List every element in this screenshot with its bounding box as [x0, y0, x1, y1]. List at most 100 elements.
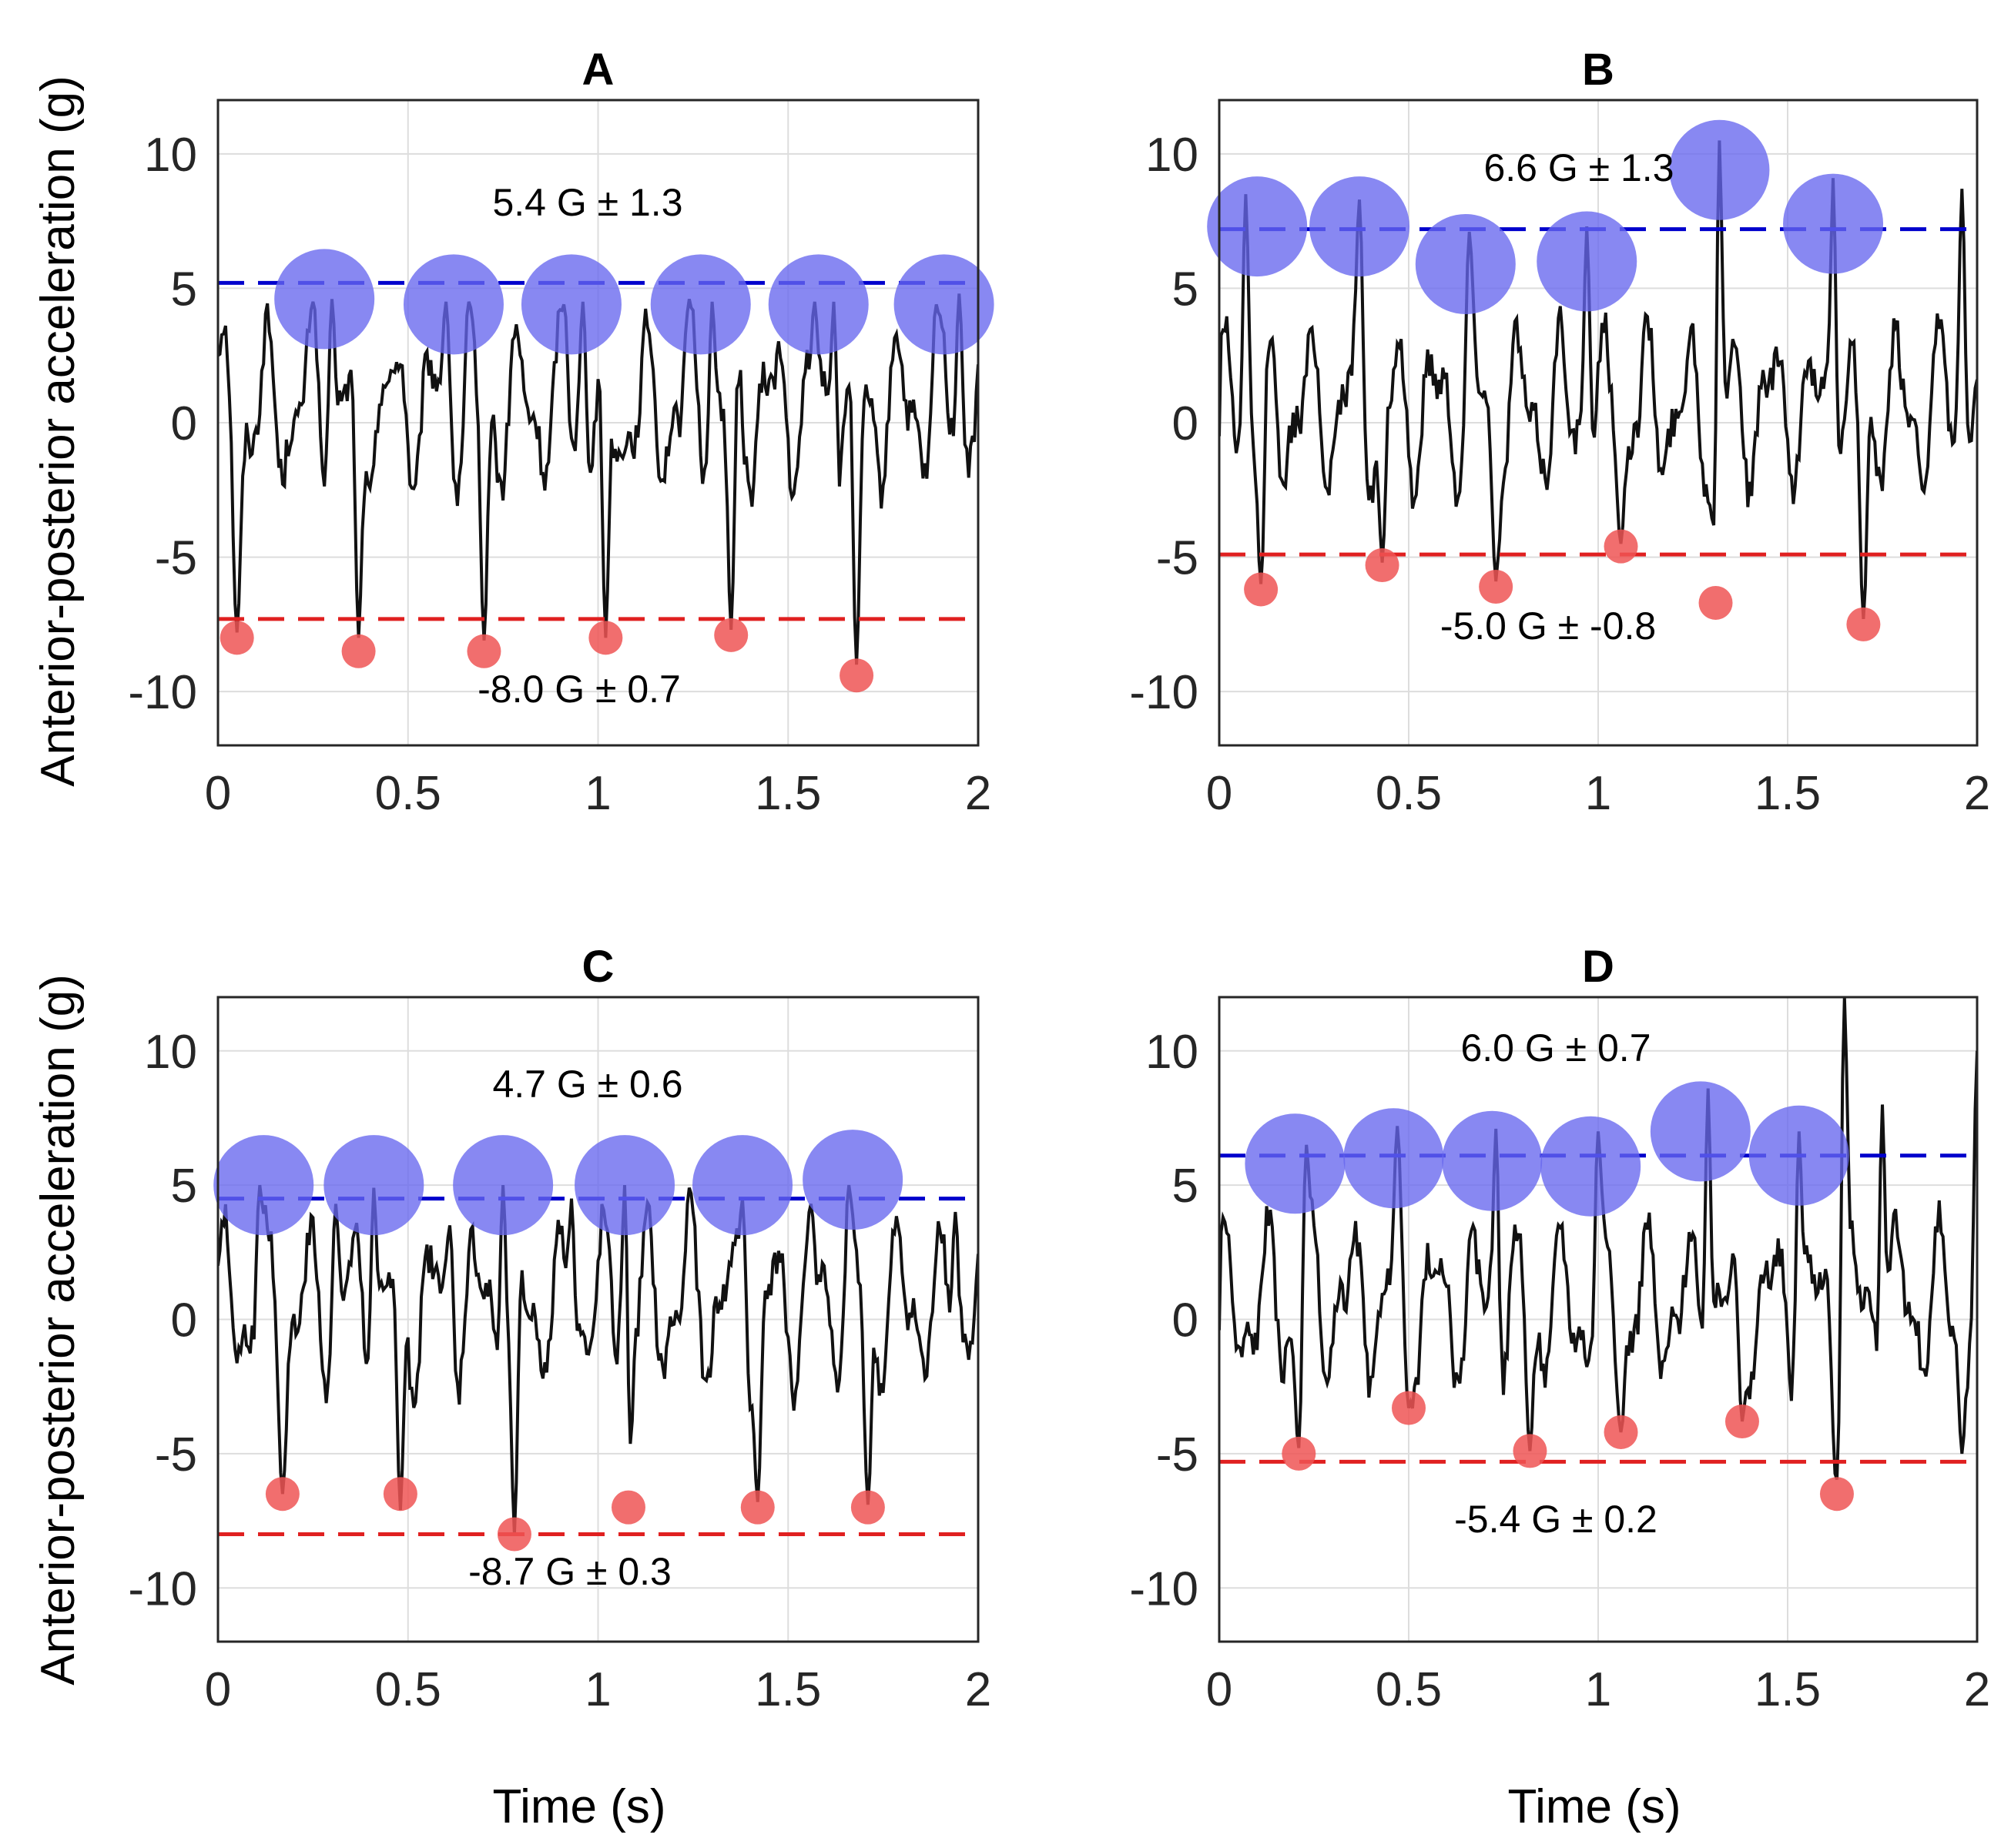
lower-peak-marker: [265, 1477, 300, 1512]
upper-peak-marker: [1669, 119, 1770, 220]
panel-title: D: [1582, 942, 1614, 992]
lower-peak-marker: [220, 621, 254, 655]
upper-peak-marker: [893, 254, 994, 355]
x-tick-label: 2: [965, 767, 991, 820]
x-tick-label: 1: [585, 1663, 611, 1716]
y-tick-label: 5: [1172, 263, 1198, 316]
x-tick-label: 1.5: [1755, 1663, 1821, 1716]
x-axis-title-right: Time (s): [1508, 1780, 1681, 1833]
y-tick-label: 10: [1145, 129, 1198, 182]
lower-mean-label: -5.0 G ± -0.8: [1440, 604, 1656, 648]
axes-frame: [216, 99, 980, 747]
upper-peak-marker: [453, 1135, 554, 1236]
upper-peak-marker: [1748, 1105, 1849, 1206]
lower-mean-label: -8.7 G ± 0.3: [468, 1550, 672, 1593]
y-axis-title-top: Anterior-posterior acceleration (g): [32, 75, 85, 787]
y-axis-title-bottom: Anterior-posterior acceleration (g): [32, 974, 85, 1686]
y-tick-label: -5: [1156, 532, 1198, 585]
lower-peak-marker: [1724, 1404, 1759, 1439]
upper-peak-marker: [1415, 213, 1516, 314]
upper-peak-marker: [521, 254, 622, 355]
y-tick-label: -10: [128, 666, 197, 719]
axes-frame: [216, 996, 980, 1643]
upper-peak-marker: [575, 1135, 675, 1236]
upper-peak-marker: [1207, 176, 1308, 277]
x-axis-title-left: Time (s): [493, 1780, 666, 1833]
lower-peak-marker: [588, 621, 623, 655]
x-tick-label: 0: [1206, 1663, 1232, 1716]
upper-peak-marker: [1309, 176, 1410, 277]
upper-peak-marker: [213, 1135, 314, 1236]
lower-peak-marker: [1846, 607, 1881, 641]
lower-peak-marker: [1513, 1434, 1547, 1468]
x-tick-label: 0: [205, 767, 231, 820]
y-tick-label: -10: [1129, 666, 1198, 719]
lower-peak-marker: [341, 634, 376, 668]
x-tick-label: 0.5: [1376, 767, 1442, 820]
upper-peak-marker: [692, 1135, 793, 1236]
signal-trace: [1219, 140, 1977, 620]
panel-title: B: [1582, 45, 1614, 95]
signal-trace: [218, 293, 978, 665]
panel-C: 0 0.5 1 1.5 2 10 5 0 -5 -10 C 4.7 G ± 0.6 -8.7 G ± 0…: [128, 942, 991, 1716]
upper-mean-label: 4.7 G ± 0.6: [492, 1063, 682, 1106]
x-tick-label: 1.5: [755, 767, 821, 820]
y-tick-label: 0: [1172, 397, 1198, 450]
lower-peak-marker: [850, 1490, 885, 1525]
y-tick-label: 0: [171, 397, 197, 450]
lower-peak-marker: [1479, 569, 1513, 604]
x-tick-label: 1.5: [755, 1663, 821, 1716]
upper-peak-marker: [1442, 1110, 1543, 1211]
y-tick-label: 5: [171, 1160, 197, 1213]
lower-peak-marker: [1365, 548, 1399, 583]
lower-peak-marker: [840, 658, 874, 693]
x-tick-label: 1.5: [1755, 767, 1821, 820]
lower-peak-marker: [1604, 529, 1638, 564]
upper-peak-marker: [650, 254, 751, 355]
lower-peak-marker: [1282, 1436, 1316, 1471]
upper-mean-label: 5.4 G ± 1.3: [492, 181, 682, 224]
x-tick-label: 1: [585, 767, 611, 820]
panel-B: 0 0.5 1 1.5 2 10 5 0 -5 -10 B 6.6 G ± 1.3 -5.0 G ± -…: [1129, 45, 1990, 820]
lower-peak-marker: [740, 1490, 775, 1525]
upper-peak-marker: [1343, 1108, 1444, 1209]
upper-peak-marker: [1783, 173, 1884, 274]
upper-peak-marker: [768, 254, 869, 355]
panel-title: A: [582, 45, 615, 95]
upper-peak-marker: [323, 1135, 424, 1236]
lower-peak-marker: [1604, 1414, 1638, 1449]
y-tick-label: 10: [144, 129, 197, 182]
x-tick-label: 0.5: [375, 1663, 441, 1716]
axes-frame: [1218, 996, 1979, 1643]
y-tick-label: 10: [1145, 1026, 1198, 1079]
y-tick-label: -5: [1156, 1428, 1198, 1481]
x-tick-label: 0: [1206, 767, 1232, 820]
lower-peak-marker: [497, 1517, 531, 1552]
x-tick-label: 0.5: [1376, 1663, 1442, 1716]
y-tick-label: -5: [155, 1428, 197, 1481]
lower-peak-marker: [467, 634, 501, 668]
panel-A: 0 0.5 1 1.5 2 10 5 0 -5 -10 A 5.4 G ± 1.3 -8.0 G ± 0…: [128, 45, 994, 820]
upper-mean-label: 6.0 G ± 0.7: [1460, 1026, 1651, 1070]
upper-peak-marker: [1650, 1081, 1751, 1182]
panel-title: C: [582, 942, 615, 992]
x-tick-label: 1: [1585, 767, 1611, 820]
lower-mean-label: -8.0 G ± 0.7: [478, 668, 681, 711]
upper-peak-marker: [1245, 1113, 1346, 1214]
lower-peak-marker: [1698, 585, 1733, 620]
y-tick-label: 5: [171, 263, 197, 316]
lower-peak-marker: [1819, 1477, 1854, 1512]
x-tick-label: 2: [965, 1663, 991, 1716]
y-tick-label: -10: [128, 1562, 197, 1615]
upper-peak-marker: [1537, 211, 1637, 312]
lower-peak-marker: [611, 1490, 645, 1525]
y-tick-label: 5: [1172, 1160, 1198, 1213]
upper-peak-marker: [274, 249, 375, 350]
y-tick-label: 10: [144, 1026, 197, 1079]
x-tick-label: 1: [1585, 1663, 1611, 1716]
upper-peak-marker: [403, 254, 504, 355]
upper-mean-label: 6.6 G ± 1.3: [1483, 146, 1674, 189]
x-tick-label: 2: [1964, 767, 1990, 820]
y-tick-label: 0: [171, 1294, 197, 1348]
